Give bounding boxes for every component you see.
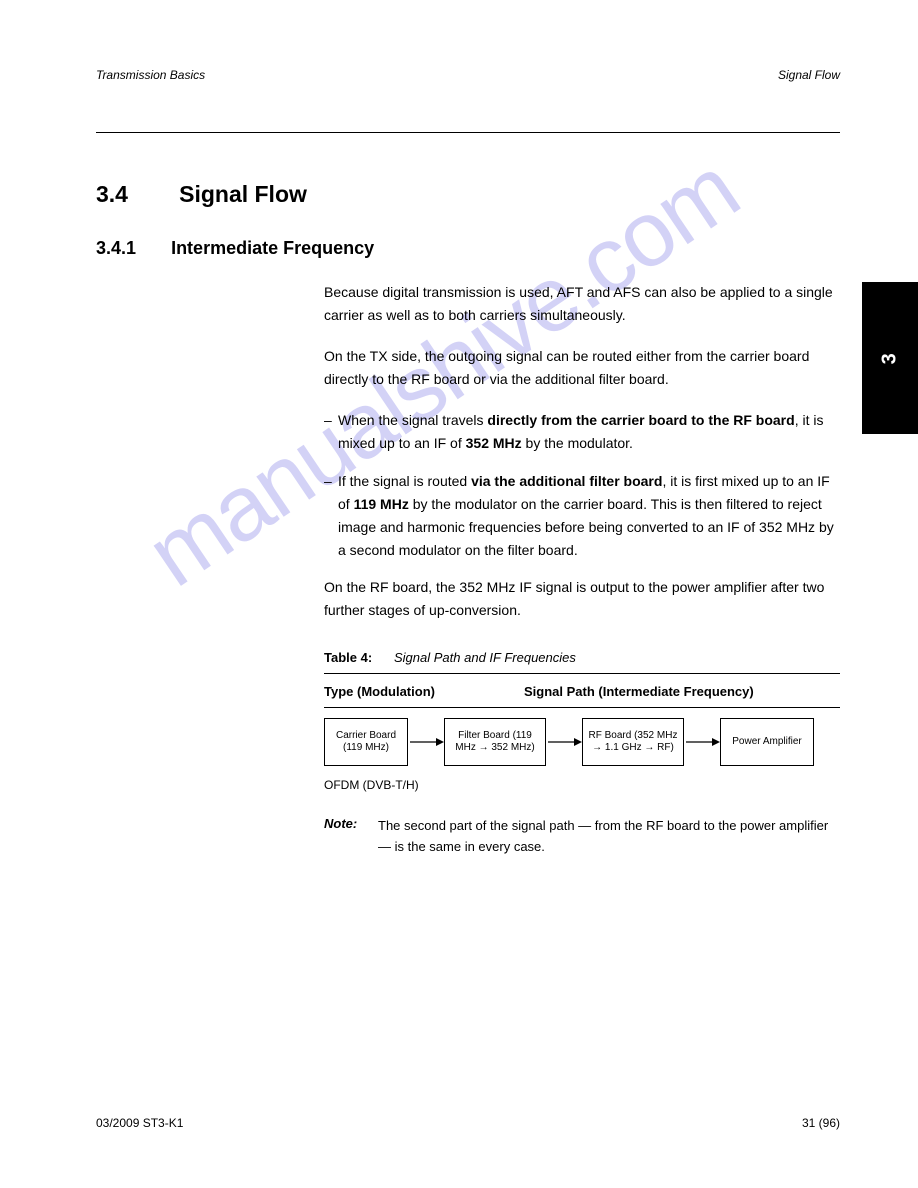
section-name: Signal Flow	[179, 181, 307, 207]
paragraph-2: On the TX side, the outgoing signal can …	[324, 345, 840, 391]
subsection-title: 3.4.1 Intermediate Frequency	[96, 238, 840, 259]
flow-node-carrier: Carrier Board (119 MHz)	[324, 718, 408, 766]
flow-node-amp: Power Amplifier	[720, 718, 814, 766]
col-header-type: Type (Modulation)	[324, 684, 524, 699]
header-rule	[96, 132, 840, 133]
subsection-number: 3.4.1	[96, 238, 136, 258]
flowchart: Carrier Board (119 MHz) Filter Board (11…	[324, 718, 840, 766]
flow-node-rf: RF Board (352 MHz → 1.1 GHz → RF)	[582, 718, 684, 766]
footer-left: 03/2009 ST3-K1	[96, 1116, 183, 1130]
table-rule-mid	[324, 707, 840, 708]
table-rule-top	[324, 673, 840, 674]
paragraph-1: Because digital transmission is used, AF…	[324, 281, 840, 327]
page-header: Transmission Basics Signal Flow	[96, 68, 840, 82]
col-header-path: Signal Path (Intermediate Frequency)	[524, 684, 840, 699]
bullet-dash: –	[324, 409, 338, 455]
note-body: The second part of the signal path — fro…	[378, 816, 840, 858]
footer-right: 31 (96)	[802, 1116, 840, 1130]
section-number: 3.4	[96, 181, 128, 207]
note-label: Note:	[324, 816, 378, 858]
flow-node-filter: Filter Board (119 MHz → 352 MHz)	[444, 718, 546, 766]
signal-table: Table 4: Signal Path and IF Frequencies …	[324, 650, 840, 792]
table-header: Type (Modulation) Signal Path (Intermedi…	[324, 684, 840, 699]
table-caption: Table 4: Signal Path and IF Frequencies	[324, 650, 840, 665]
arrow-icon	[684, 736, 720, 748]
header-right: Signal Flow	[778, 68, 840, 82]
table-row-label: OFDM (DVB-T/H)	[324, 778, 840, 792]
paragraph-4-body: If the signal is routed via the addition…	[338, 470, 840, 562]
page-footer: 03/2009 ST3-K1 31 (96)	[96, 1116, 840, 1130]
paragraph-5: On the RF board, the 352 MHz IF signal i…	[324, 576, 840, 622]
arrow-icon	[408, 736, 444, 748]
paragraph-4: – If the signal is routed via the additi…	[324, 470, 840, 562]
paragraph-3-body: When the signal travels directly from th…	[338, 409, 840, 455]
arrow-icon	[546, 736, 582, 748]
bullet-dash: –	[324, 470, 338, 562]
note: Note: The second part of the signal path…	[324, 816, 840, 858]
table-title: Signal Path and IF Frequencies	[394, 650, 576, 665]
subsection-name: Intermediate Frequency	[171, 238, 374, 258]
paragraph-3: – When the signal travels directly from …	[324, 409, 840, 455]
section-title: 3.4 Signal Flow	[96, 181, 840, 208]
table-label: Table 4:	[324, 650, 394, 665]
header-left: Transmission Basics	[96, 68, 205, 82]
